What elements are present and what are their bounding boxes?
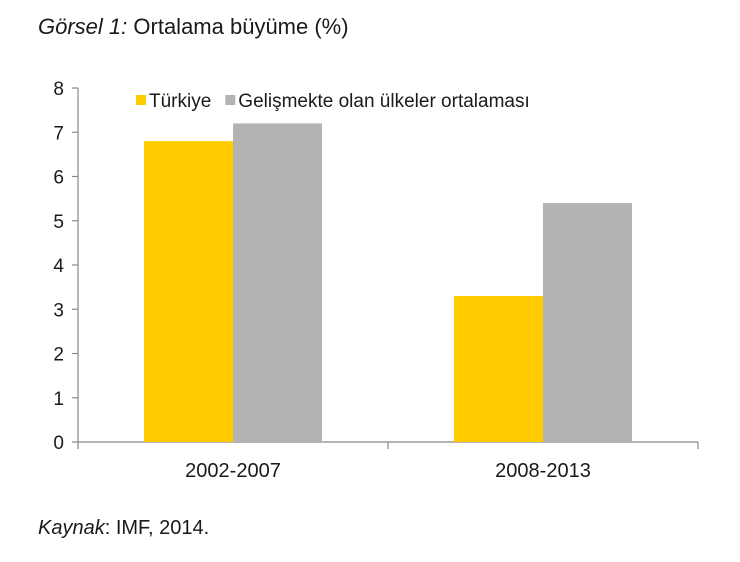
legend-swatch [225, 95, 236, 105]
y-tick-label: 2 [53, 345, 64, 366]
source-text: : IMF, 2014. [104, 517, 210, 539]
legend-swatch [136, 95, 146, 105]
bar-emerging-1 [233, 123, 322, 443]
y-tick-label: 0 [53, 433, 64, 454]
y-tick-label: 6 [53, 168, 64, 189]
bar-turkiye-2 [454, 295, 543, 442]
legend-label: Türkiye [149, 91, 211, 112]
y-tick-label: 3 [53, 300, 64, 321]
y-tick-label: 1 [53, 389, 64, 410]
y-tick-label: 7 [53, 123, 64, 144]
chart-bars [144, 123, 632, 443]
legend-label: Gelişmekte olan ülkeler ortalaması [238, 91, 529, 112]
x-category-label: 2008-2013 [495, 460, 591, 482]
figure-source: Kaynak: IMF, 2014. [38, 517, 209, 540]
bar-turkiye-1 [144, 141, 233, 442]
y-tick-label: 8 [53, 79, 64, 100]
chart-axes: 0 1 2 3 4 5 6 7 8 2002-2007 2008-2013 [53, 79, 699, 482]
y-tick-label: 4 [53, 256, 64, 277]
y-tick-label: 5 [53, 212, 64, 233]
figure-title-text: Ortalama büyüme (%) [133, 14, 349, 39]
source-prefix: Kaynak [38, 517, 105, 539]
x-category-label: 2002-2007 [185, 460, 281, 482]
figure-title: Görsel 1: Ortalama büyüme (%) [38, 14, 349, 40]
bar-emerging-2 [543, 203, 632, 442]
figure-title-prefix: Görsel 1: [38, 14, 128, 39]
chart-legend: Türkiye Gelişmekte olan ülkeler ortalamas… [136, 91, 530, 112]
